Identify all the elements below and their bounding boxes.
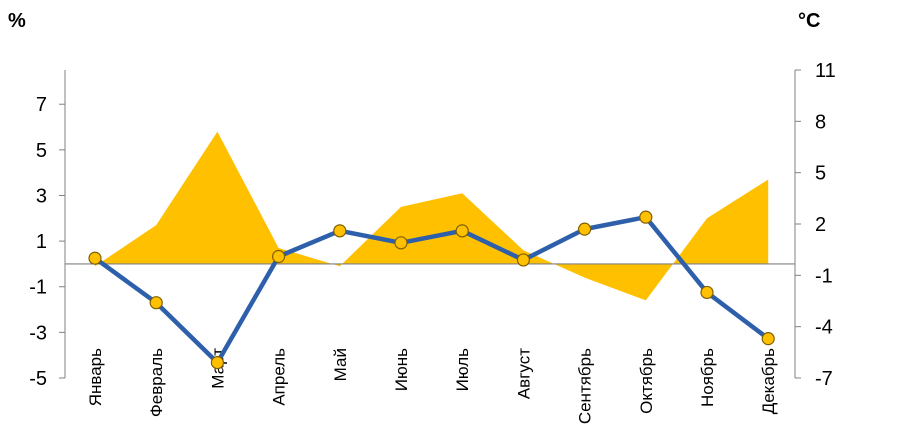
line-point — [88, 251, 102, 265]
right-tick-label: 2 — [815, 214, 826, 236]
category-label: Декабрь — [759, 348, 778, 414]
category-label: Апрель — [270, 348, 289, 406]
category-label: Июль — [453, 348, 472, 392]
category-label: Февраль — [147, 348, 166, 417]
line-point — [455, 224, 469, 238]
right-tick-label: -7 — [815, 368, 833, 390]
area-shape — [95, 131, 769, 301]
area-series — [95, 131, 769, 301]
line-point — [761, 332, 775, 346]
left-tick-label: 7 — [36, 94, 47, 116]
line-point — [149, 296, 163, 310]
category-label: Сентябрь — [576, 348, 595, 424]
left-tick-label: 3 — [36, 185, 47, 207]
left-axis-unit: % — [8, 10, 26, 32]
right-tick-label: 11 — [815, 60, 836, 82]
category-label: Май — [331, 348, 350, 381]
right-axis-ticks: 11 8 5 2 -1 -4 -7 — [795, 60, 836, 390]
left-tick-label: -5 — [29, 368, 47, 390]
line-point — [333, 224, 347, 238]
line-point — [272, 249, 286, 264]
left-tick-label: 1 — [36, 231, 47, 253]
category-label: Январь — [86, 348, 105, 406]
left-tick-label: 5 — [36, 140, 47, 162]
line-point — [577, 222, 592, 236]
left-axis-ticks: 7 5 3 1 -1 -3 -5 — [29, 94, 65, 390]
category-label: Июнь — [392, 348, 411, 391]
line-series — [88, 210, 775, 370]
right-tick-label: 8 — [815, 111, 826, 133]
right-tick-label: 5 — [815, 163, 826, 185]
line-point — [394, 236, 408, 250]
category-label: Август — [514, 348, 533, 399]
right-tick-label: -1 — [815, 265, 833, 287]
category-label: Октябрь — [637, 348, 656, 414]
left-tick-label: -3 — [29, 322, 47, 344]
line-point — [516, 253, 531, 267]
category-labels: ЯнварьФевральМартАпрельМайИюньИюльАвгуст… — [86, 348, 778, 424]
line-point — [210, 356, 224, 370]
category-label: Ноябрь — [698, 348, 717, 407]
line-point — [639, 210, 653, 224]
left-tick-label: -1 — [29, 277, 47, 299]
right-tick-label: -4 — [815, 317, 833, 339]
right-axis-unit: °C — [798, 10, 820, 32]
line-path — [93, 214, 770, 365]
line-point — [700, 285, 714, 300]
